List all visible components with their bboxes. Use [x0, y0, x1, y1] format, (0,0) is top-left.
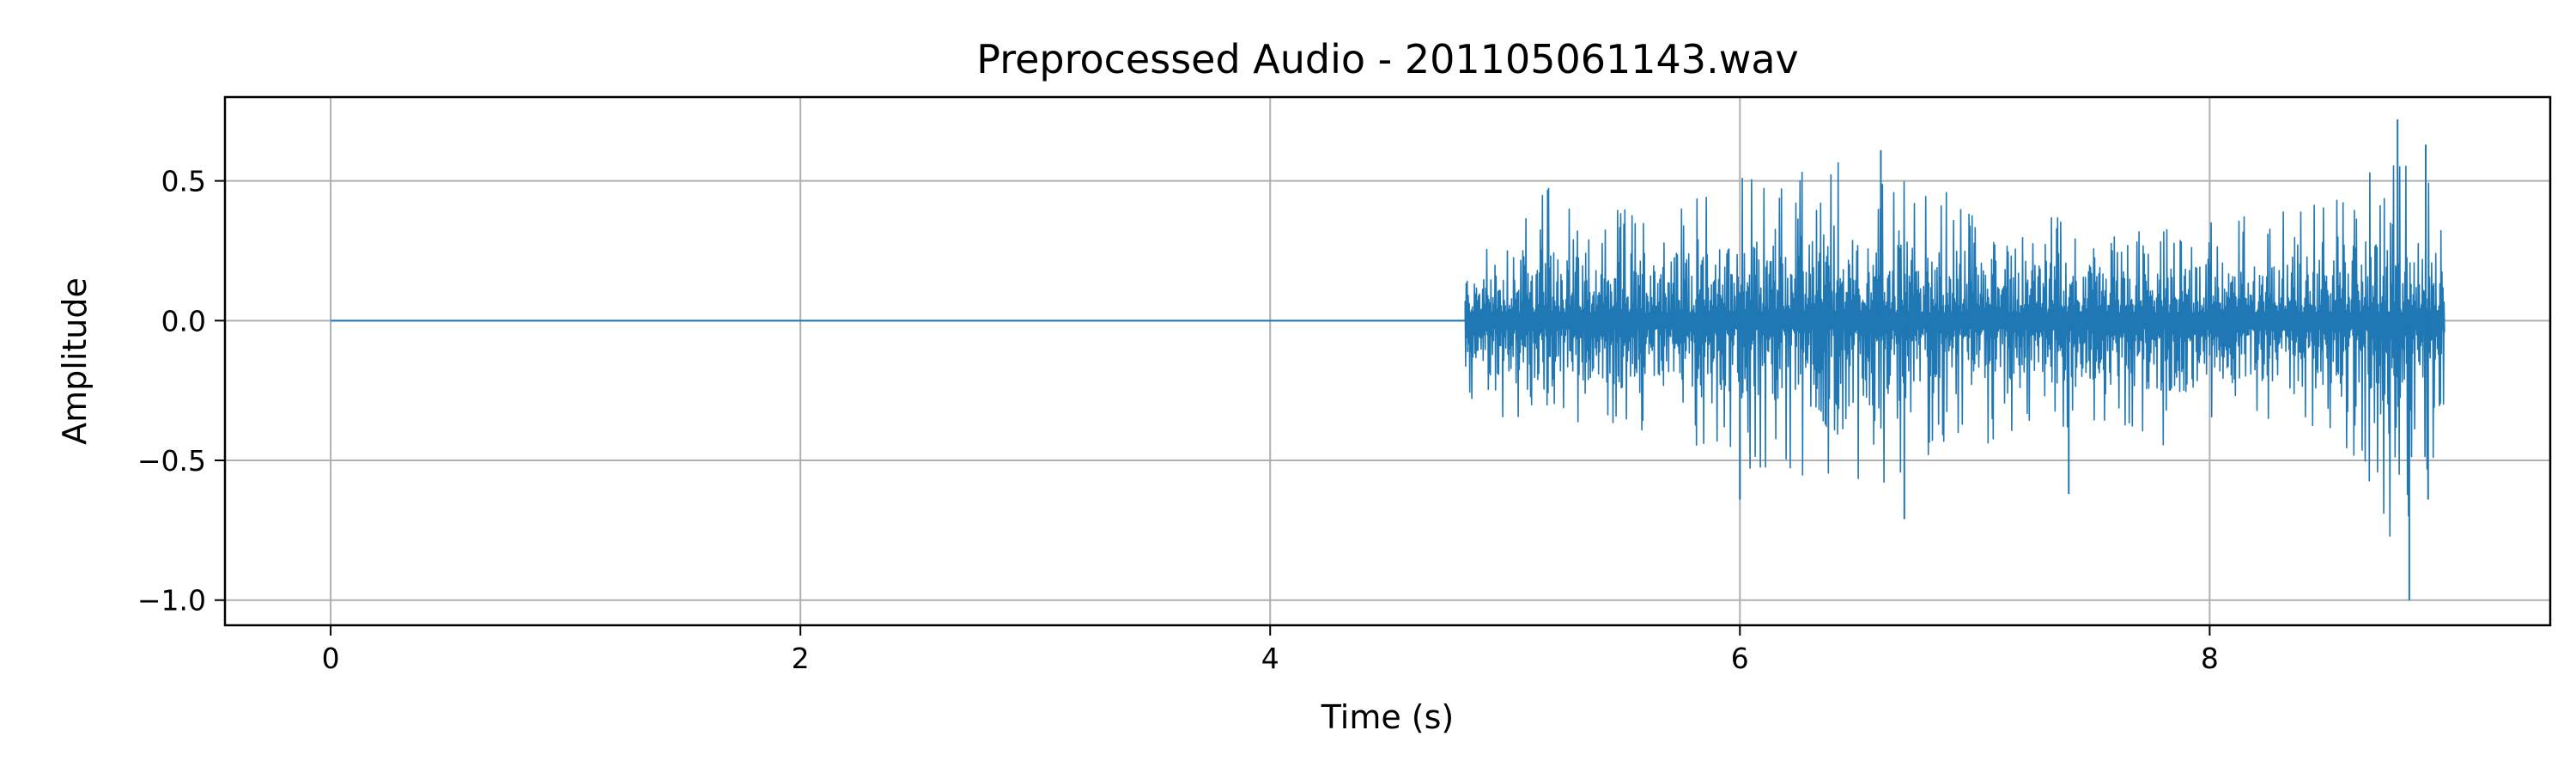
x-axis-label: Time (s): [1321, 698, 1455, 736]
y-tick-label: −1.0: [137, 584, 206, 618]
axis-ticks: 0 2 4 6 8 0.5 0.0 −0.5 −1.0: [137, 165, 2219, 675]
chart-title: Preprocessed Audio - 201105061143.wav: [976, 36, 1798, 82]
y-axis-label: Amplitude: [56, 277, 94, 445]
y-tick-label: −0.5: [137, 444, 206, 478]
plot-area-frame: [223, 95, 2552, 627]
y-tick-label: 0.0: [161, 304, 206, 338]
grid-lines: [225, 97, 2550, 625]
waveform-signal-segment: [1464, 161, 2445, 537]
x-tick-label: 0: [322, 642, 340, 675]
x-tick-label: 4: [1261, 642, 1279, 675]
waveform-series: [331, 119, 2445, 600]
x-tick-label: 2: [792, 642, 810, 675]
x-tick-label: 6: [1731, 642, 1749, 675]
y-tick-label: 0.5: [161, 165, 206, 198]
x-tick-label: 8: [2201, 642, 2219, 675]
